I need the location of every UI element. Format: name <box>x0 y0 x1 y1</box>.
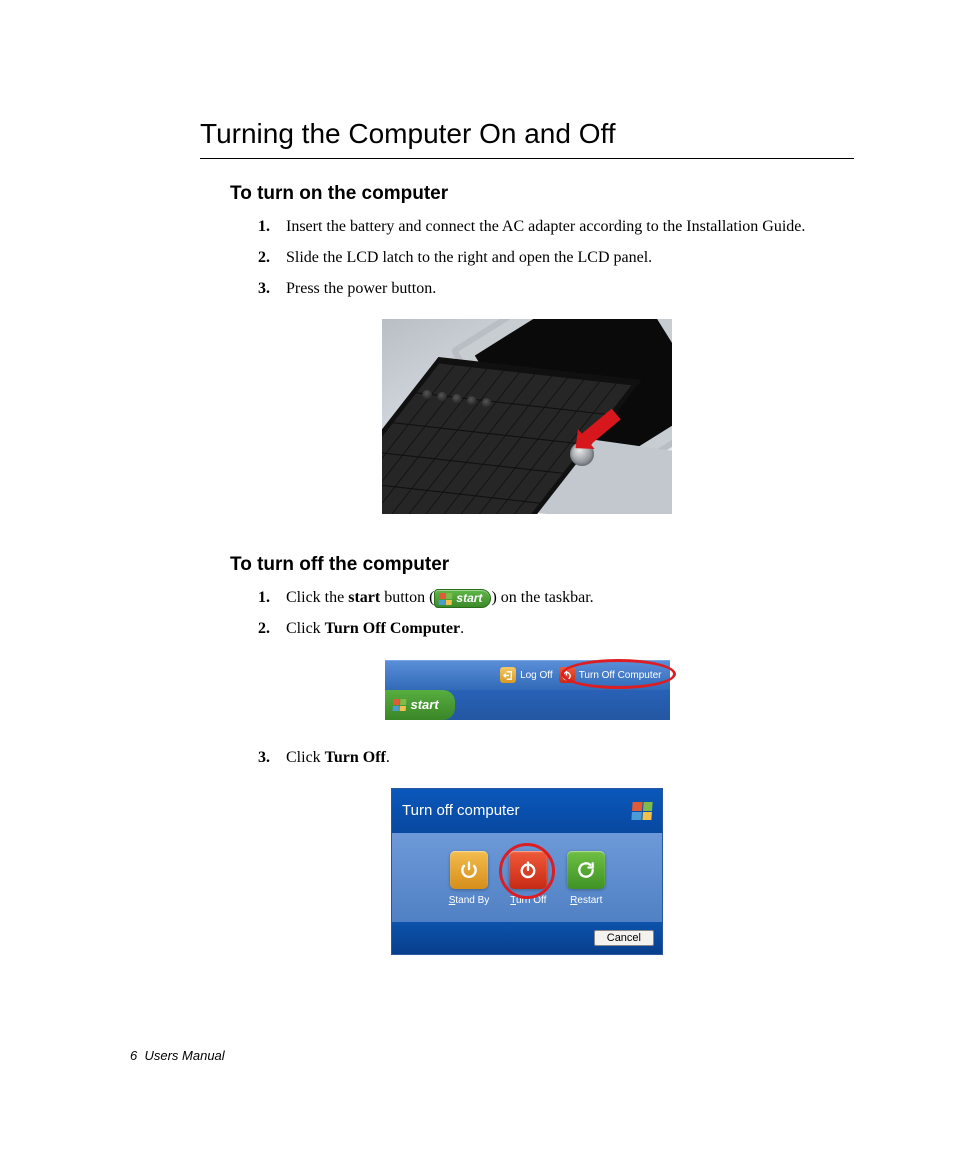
text-fragment: . <box>386 749 390 766</box>
restart-icon <box>567 851 605 889</box>
dialog-footer: Cancel <box>392 922 662 954</box>
standby-button[interactable]: Stand By <box>449 851 490 906</box>
page-footer: 6 Users Manual <box>130 1048 225 1063</box>
turn-on-steps: 1. Insert the battery and connect the AC… <box>258 215 854 301</box>
step-text: Click the start button (start) on the ta… <box>286 586 854 611</box>
text-bold: start <box>348 589 380 606</box>
page-title: Turning the Computer On and Off <box>200 118 854 150</box>
section-turn-off-heading: To turn off the computer <box>230 554 854 576</box>
text-fragment: Click <box>286 749 325 766</box>
log-off-label: Log Off <box>520 670 553 681</box>
standby-icon <box>450 851 488 889</box>
turn-off-computer-label: Turn Off Computer <box>579 670 662 681</box>
step-item: 3. Click Turn Off. <box>258 746 854 771</box>
step-number: 2. <box>258 617 286 642</box>
taskbar: start <box>385 690 670 720</box>
turn-off-steps-a: 1. Click the start button (start) on the… <box>258 586 854 642</box>
step-number: 2. <box>258 246 286 271</box>
dialog-body: Stand By Turn Off Restart <box>392 833 662 922</box>
start-button-label: start <box>411 697 439 712</box>
step-item: 3. Press the power button. <box>258 277 854 302</box>
text-bold: Turn Off <box>325 749 386 766</box>
figure-start-menu: Log Off Turn Off Computer start <box>200 660 854 720</box>
windows-flag-icon <box>439 593 453 605</box>
step-number: 3. <box>258 746 286 771</box>
start-button[interactable]: start <box>385 690 455 720</box>
turn-off-dialog: Turn off computer Stand By Turn Off R <box>392 789 662 954</box>
log-off-button[interactable]: Log Off <box>500 667 553 683</box>
text-fragment: ) on the taskbar. <box>491 589 593 606</box>
step-item: 1. Click the start button (start) on the… <box>258 586 854 611</box>
text-fragment: Click <box>286 620 325 637</box>
step-number: 3. <box>258 277 286 302</box>
step-item: 1. Insert the battery and connect the AC… <box>258 215 854 240</box>
start-menu-footer: Log Off Turn Off Computer start <box>385 660 670 720</box>
restart-label: Restart <box>570 895 602 906</box>
laptop-illustration <box>382 319 672 514</box>
cancel-button[interactable]: Cancel <box>594 930 654 946</box>
text-fragment: Click the <box>286 589 348 606</box>
step-text: Click Turn Off. <box>286 746 854 771</box>
step-item: 2. Slide the LCD latch to the right and … <box>258 246 854 271</box>
step-text: Click Turn Off Computer. <box>286 617 854 642</box>
log-off-icon <box>500 667 516 683</box>
step-text: Insert the battery and connect the AC ad… <box>286 215 854 240</box>
text-bold: Turn Off Computer <box>325 620 460 637</box>
windows-flag-icon <box>631 802 652 820</box>
step-number: 1. <box>258 215 286 240</box>
step-text: Press the power button. <box>286 277 854 302</box>
text-fragment: button ( <box>380 589 434 606</box>
turn-off-icon <box>509 851 547 889</box>
turn-off-steps-b: 3. Click Turn Off. <box>258 746 854 771</box>
step-item: 2. Click Turn Off Computer. <box>258 617 854 642</box>
dialog-header: Turn off computer <box>392 789 662 833</box>
standby-label: Stand By <box>449 895 490 906</box>
turn-off-label: Turn Off <box>510 895 546 906</box>
section-turn-on-heading: To turn on the computer <box>230 183 854 205</box>
page-number: 6 <box>130 1048 137 1063</box>
turn-off-button[interactable]: Turn Off <box>509 851 547 906</box>
start-button-inline[interactable]: start <box>434 589 491 608</box>
windows-flag-icon <box>392 699 406 711</box>
figure-laptop <box>200 319 854 514</box>
title-rule <box>200 158 854 159</box>
start-menu-footer-bar: Log Off Turn Off Computer <box>385 660 670 690</box>
restart-button[interactable]: Restart <box>567 851 605 906</box>
turn-off-computer-button[interactable]: Turn Off Computer <box>559 667 662 683</box>
figure-turn-off-dialog: Turn off computer Stand By Turn Off R <box>200 789 854 954</box>
step-text: Slide the LCD latch to the right and ope… <box>286 246 854 271</box>
power-icon <box>559 667 575 683</box>
step-number: 1. <box>258 586 286 611</box>
footer-label: Users Manual <box>144 1048 224 1063</box>
dialog-title: Turn off computer <box>402 802 520 819</box>
text-fragment: . <box>460 620 464 637</box>
start-button-label: start <box>456 589 482 608</box>
